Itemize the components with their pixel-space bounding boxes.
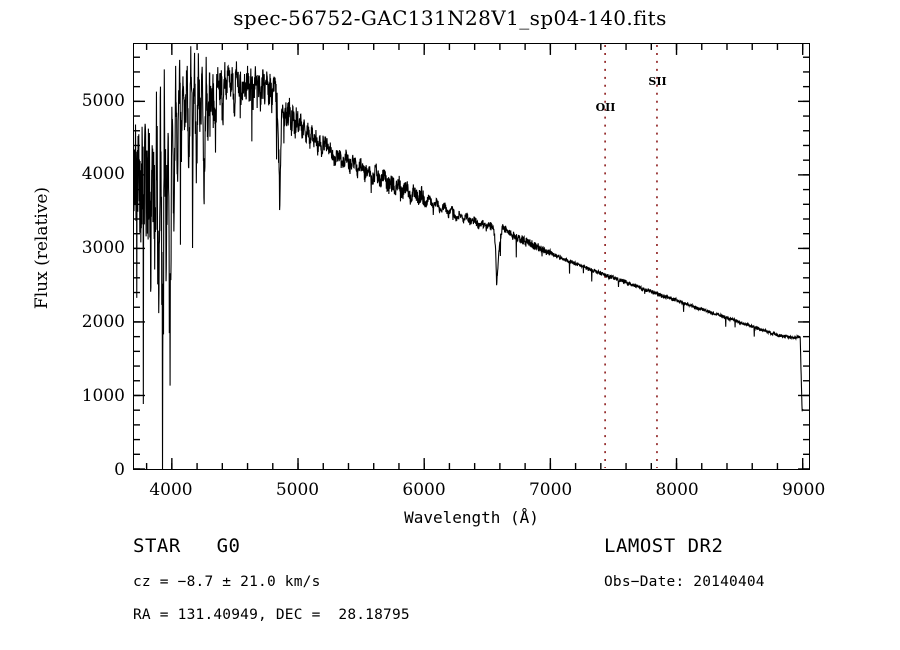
obs-date-label: Obs−Date: 20140404 <box>604 574 765 590</box>
survey-label: LAMOST DR2 <box>604 535 724 557</box>
y-axis-tick-label: 2000 <box>81 312 125 333</box>
spectral-line-label-oii: OII <box>595 100 616 114</box>
x-axis-tick-label: 4000 <box>149 480 193 500</box>
x-axis-tick-label: 6000 <box>402 480 446 500</box>
spectrum-svg <box>134 44 809 469</box>
y-axis-tick-label: 1000 <box>81 386 125 407</box>
x-axis-title: Wavelength (Å) <box>404 508 539 527</box>
plot-area <box>133 43 810 470</box>
x-axis-tick-label: 5000 <box>275 480 320 500</box>
y-axis-tick-label: 4000 <box>81 164 125 185</box>
y-axis-tick-label: 0 <box>114 460 125 480</box>
y-axis-tick-label: 3000 <box>81 238 125 259</box>
object-class-label: STAR G0 <box>133 535 241 557</box>
x-axis-tick-label: 9000 <box>782 480 826 500</box>
coordinates-label: RA = 131.40949, DEC = 28.18795 <box>133 607 410 623</box>
page-title: spec-56752-GAC131N28V1_sp04-140.fits <box>233 6 667 30</box>
spectral-line-label-sii: SII <box>648 75 667 89</box>
x-axis-tick-label: 8000 <box>655 480 699 500</box>
y-axis-title: Flux (relative) <box>32 186 52 310</box>
y-axis-tick-label: 5000 <box>81 90 125 111</box>
x-axis-tick-label: 7000 <box>528 480 573 500</box>
radial-velocity-label: cz = −8.7 ± 21.0 km/s <box>133 574 321 590</box>
